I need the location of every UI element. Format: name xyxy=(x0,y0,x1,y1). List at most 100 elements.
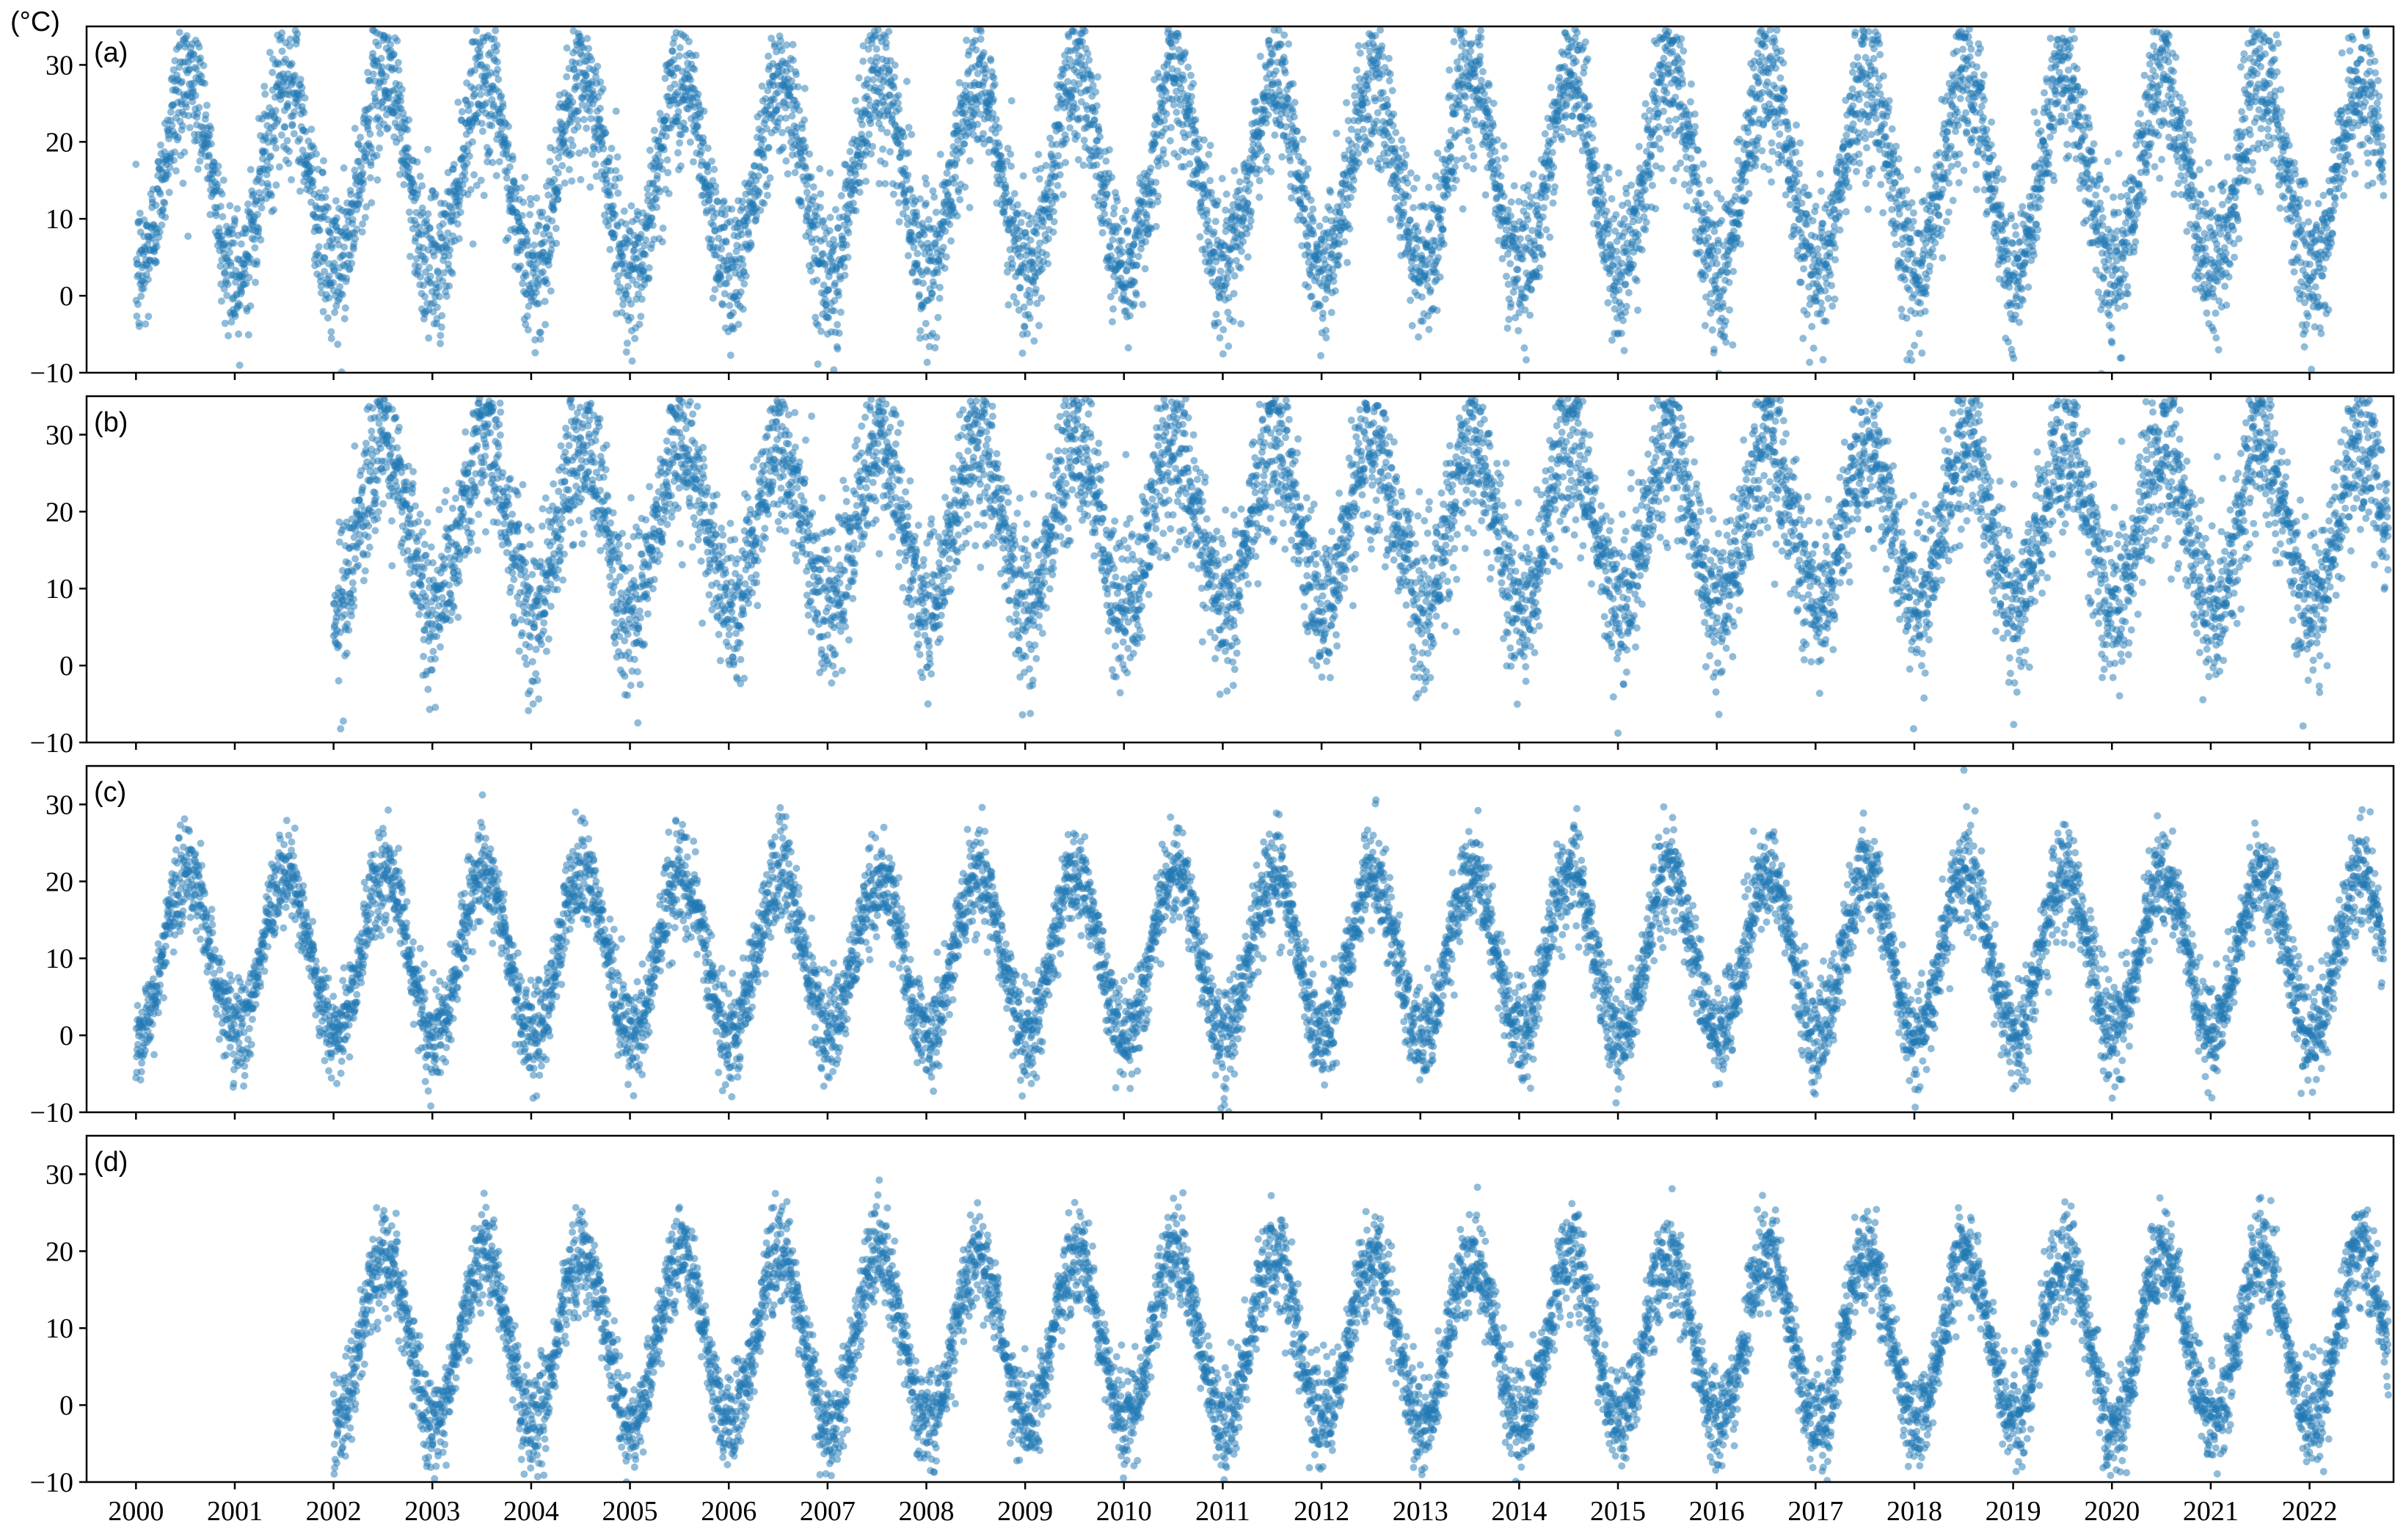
data-point xyxy=(420,282,428,289)
data-point xyxy=(499,103,507,111)
data-point xyxy=(1290,113,1298,121)
data-point xyxy=(446,246,454,254)
data-point xyxy=(471,66,479,74)
data-point xyxy=(817,327,825,335)
data-point xyxy=(221,319,229,327)
data-point xyxy=(903,197,911,205)
data-point xyxy=(461,169,469,177)
data-point xyxy=(859,162,867,170)
data-point xyxy=(685,37,693,45)
data-point xyxy=(1026,314,1034,322)
data-point xyxy=(269,68,277,76)
data-point xyxy=(830,366,838,373)
data-point xyxy=(671,80,679,88)
data-point xyxy=(255,225,263,233)
data-point xyxy=(186,124,194,131)
data-point xyxy=(682,125,690,134)
data-point xyxy=(914,260,921,268)
data-point xyxy=(1139,301,1147,308)
data-point xyxy=(1057,124,1065,132)
data-point xyxy=(1237,320,1245,328)
data-point xyxy=(913,212,921,220)
data-point xyxy=(611,211,619,219)
data-point xyxy=(1265,37,1273,45)
data-point xyxy=(1419,317,1427,325)
data-point xyxy=(307,125,316,134)
data-point xyxy=(1470,165,1477,173)
data-point xyxy=(845,219,853,227)
data-point xyxy=(1074,156,1082,164)
data-point xyxy=(1256,52,1264,60)
data-point xyxy=(670,56,678,64)
data-point xyxy=(1275,80,1283,88)
data-point xyxy=(1109,305,1117,313)
data-point xyxy=(1230,290,1238,298)
data-point xyxy=(437,340,444,348)
data-point xyxy=(814,360,822,368)
data-point xyxy=(290,130,298,138)
data-point xyxy=(1459,155,1467,163)
data-point xyxy=(325,272,333,280)
data-point xyxy=(782,157,790,165)
data-point xyxy=(1463,127,1471,135)
data-point xyxy=(599,145,608,153)
data-point xyxy=(1094,73,1101,81)
data-point xyxy=(1453,156,1461,164)
data-point xyxy=(1064,78,1072,86)
data-point xyxy=(1366,140,1374,148)
data-point xyxy=(384,124,392,132)
data-point xyxy=(1291,98,1299,106)
data-point xyxy=(1354,149,1362,157)
data-point xyxy=(257,236,265,244)
data-point xyxy=(914,249,922,258)
data-point xyxy=(831,280,839,287)
data-point xyxy=(214,180,222,189)
data-point xyxy=(844,253,852,261)
data-point xyxy=(495,76,503,84)
data-point xyxy=(1100,200,1108,208)
data-point xyxy=(1377,26,1385,34)
data-point xyxy=(476,53,484,60)
data-point xyxy=(1307,196,1315,204)
data-point xyxy=(974,120,982,128)
data-point xyxy=(330,260,338,267)
data-point xyxy=(787,77,795,85)
data-point xyxy=(1447,142,1454,150)
data-point xyxy=(1389,122,1397,130)
data-point xyxy=(1470,152,1478,160)
data-point xyxy=(661,74,669,82)
data-point xyxy=(760,200,768,208)
data-point xyxy=(996,142,1004,150)
data-point xyxy=(869,142,877,150)
data-point xyxy=(1387,216,1395,224)
data-point xyxy=(435,283,443,291)
data-point xyxy=(726,351,734,360)
data-point xyxy=(442,292,451,300)
data-point xyxy=(184,233,192,240)
data-point xyxy=(569,98,577,106)
data-point xyxy=(238,288,246,296)
data-point xyxy=(1479,67,1487,76)
data-point xyxy=(597,78,605,86)
data-point xyxy=(219,232,226,240)
data-point xyxy=(497,92,506,100)
data-point xyxy=(729,309,737,317)
data-point xyxy=(288,176,296,183)
data-point xyxy=(467,186,475,194)
data-point xyxy=(816,165,824,172)
data-point xyxy=(1189,107,1197,114)
data-point xyxy=(1302,172,1310,180)
data-point xyxy=(1353,66,1360,74)
data-point xyxy=(321,254,329,262)
data-point xyxy=(1412,174,1421,182)
data-point xyxy=(470,171,478,179)
data-point xyxy=(581,147,589,155)
data-point xyxy=(296,187,304,195)
data-point xyxy=(1255,177,1264,185)
data-point xyxy=(1211,217,1220,225)
data-point xyxy=(1174,153,1182,161)
data-point xyxy=(1236,178,1244,186)
data-point xyxy=(1462,93,1470,101)
data-point xyxy=(916,195,924,203)
